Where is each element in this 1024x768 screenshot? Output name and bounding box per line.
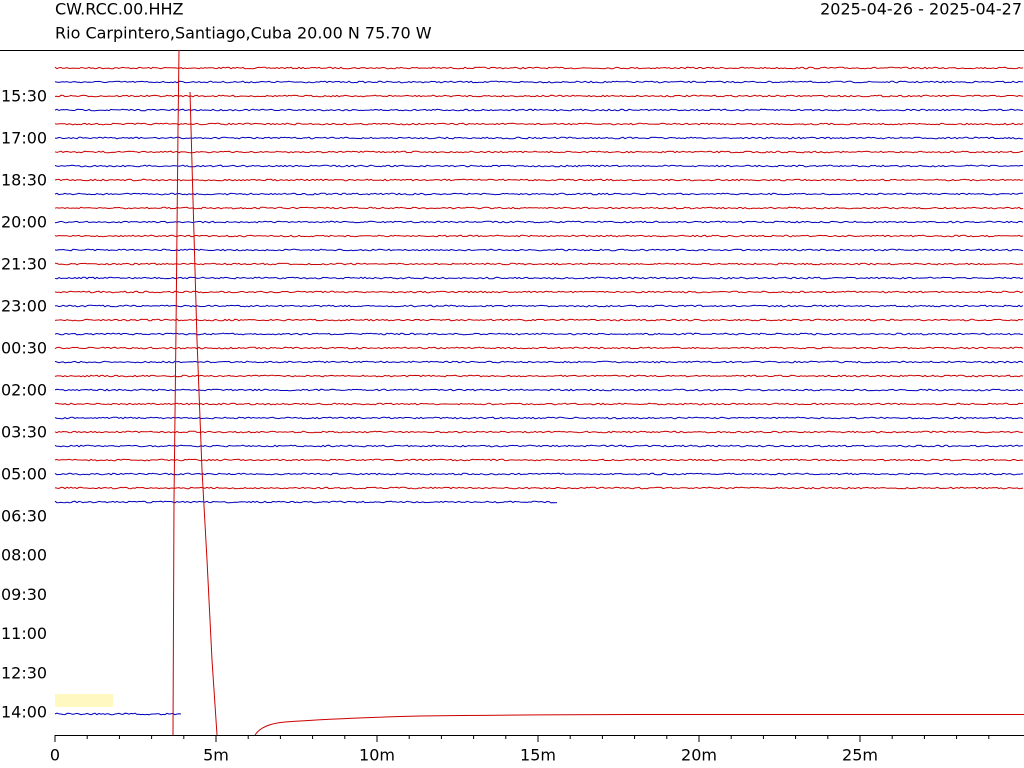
y-label: 05:00 (1, 465, 47, 484)
trace (54, 262, 1024, 266)
trace (54, 472, 1024, 476)
date-range: 2025-04-26 - 2025-04-27 (820, 0, 1022, 19)
trace (54, 318, 1024, 322)
trace (54, 346, 1024, 350)
trace (54, 388, 1024, 392)
x-tick-label: 15m (520, 746, 556, 765)
event-trace (172, 49, 180, 736)
trace (54, 444, 1024, 448)
y-label: 11:00 (1, 624, 47, 643)
station-code: CW.RCC.00.HHZ (55, 0, 184, 19)
highlight (55, 694, 113, 707)
trace (54, 360, 1024, 364)
x-tick-label: 5m (203, 746, 229, 765)
trace (54, 164, 1024, 168)
x-tick-label: 20m (681, 746, 717, 765)
trace (54, 108, 1024, 112)
trace (54, 416, 1024, 420)
y-label: 03:30 (1, 423, 47, 442)
trace (54, 150, 1024, 154)
trace (54, 374, 1024, 378)
trace (54, 234, 1024, 238)
trace (54, 500, 558, 504)
trace (54, 430, 1024, 434)
trace (54, 332, 1023, 336)
trace (54, 80, 1024, 84)
trace (54, 94, 1024, 98)
trace (54, 304, 1024, 308)
trace (54, 402, 1024, 406)
trace (54, 276, 1024, 280)
y-label: 17:00 (1, 129, 47, 148)
station-location: Rio Carpintero,Santiago,Cuba 20.00 N 75.… (55, 24, 432, 43)
y-label: 12:30 (1, 663, 47, 682)
y-label: 08:00 (1, 546, 47, 565)
y-label: 09:30 (1, 585, 47, 604)
y-label: 06:30 (1, 507, 47, 526)
x-tick-label: 0 (50, 746, 60, 765)
y-label: 23:00 (1, 297, 47, 316)
trace (54, 220, 1024, 224)
trace (54, 66, 1024, 70)
y-label: 15:30 (1, 87, 47, 106)
y-label: 21:30 (1, 255, 47, 274)
y-label: 02:00 (1, 381, 47, 400)
x-tick-label: 25m (842, 746, 878, 765)
trace (54, 290, 1024, 294)
trace (54, 178, 1024, 182)
trace (54, 712, 182, 716)
x-tick-label: 10m (359, 746, 395, 765)
trace (54, 136, 1023, 140)
trace (54, 458, 1024, 462)
trace (54, 122, 1024, 126)
y-label: 00:30 (1, 339, 47, 358)
y-label: 14:00 (1, 703, 47, 722)
event-trace (189, 91, 218, 736)
y-label: 20:00 (1, 213, 47, 232)
trace (54, 248, 1024, 252)
trace (54, 486, 1024, 490)
decay-trace (254, 714, 1024, 736)
trace (54, 192, 1023, 196)
y-label: 18:30 (1, 171, 47, 190)
trace (54, 206, 1024, 210)
